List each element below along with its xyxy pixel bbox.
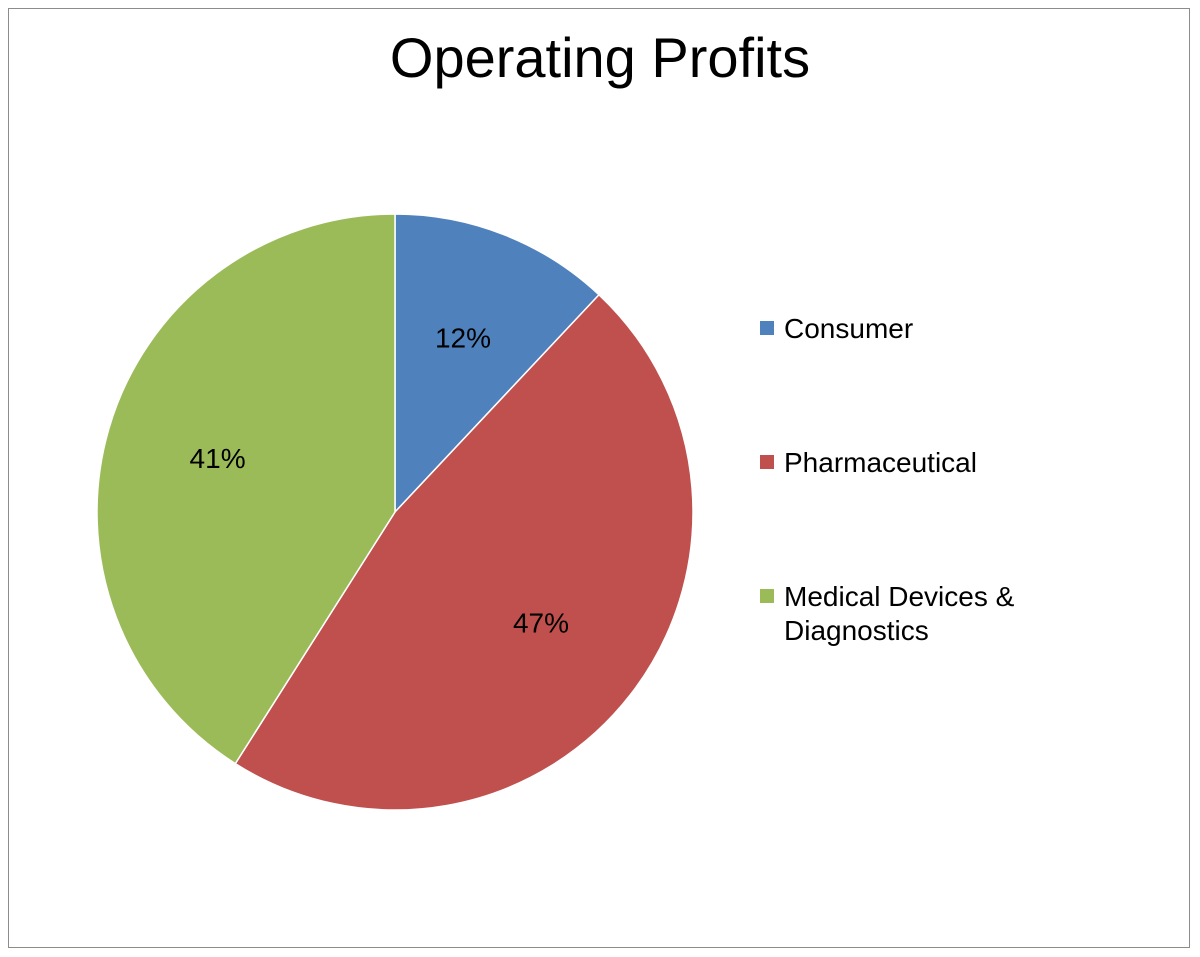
data-label-pharmaceutical: 47%: [513, 608, 569, 639]
legend-swatch: [760, 455, 774, 469]
data-label-consumer: 12%: [435, 323, 491, 354]
legend-label: Medical Devices & Diagnostics: [784, 581, 1015, 646]
legend-item-medical-devices-diagnostics: Medical Devices & Diagnostics: [760, 580, 1090, 648]
legend-label: Consumer: [784, 313, 914, 344]
chart-title: Operating Profits: [389, 26, 811, 89]
legend-label: Pharmaceutical: [784, 447, 977, 478]
legend-item-consumer: Consumer: [760, 312, 1090, 346]
legend-swatch: [760, 321, 774, 335]
pie-slice-medical-devices-diagnostics: [96, 213, 396, 765]
legend-swatch: [760, 589, 774, 603]
legend-item-pharmaceutical: Pharmaceutical: [760, 446, 1090, 480]
data-label-medical-devices-diagnostics: 41%: [190, 443, 246, 474]
legend: Consumer Pharmaceutical Medical Devices & …: [760, 312, 1090, 648]
pie-slice-consumer: [394, 213, 601, 514]
pie-slice-pharmaceutical: [234, 293, 694, 811]
